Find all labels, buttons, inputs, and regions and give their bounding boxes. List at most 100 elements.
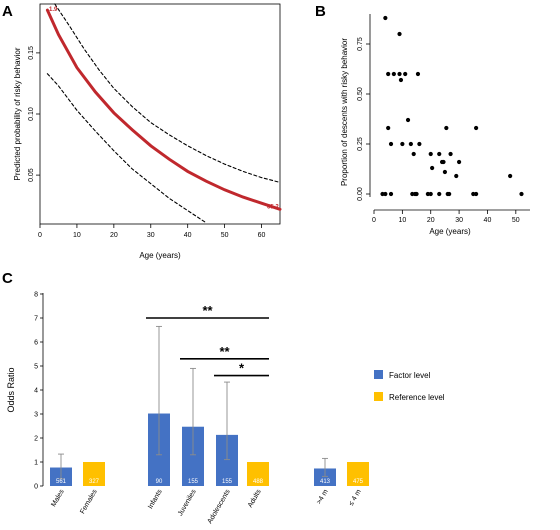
panel-c-bar [182, 426, 204, 486]
panel-b-point [383, 191, 388, 197]
panel-b-y-ticks: 0.00 0.25 0.50 0.75 [357, 37, 370, 201]
panel-b-point [414, 191, 419, 197]
panel-b-scatter-chart: B 0 10 20 30 40 50 0.00 0.25 0.50 0.75 Age (year… [315, 3, 530, 236]
panel-b-point [397, 31, 402, 37]
panel-c-label: C [2, 270, 13, 287]
panel-c-significance-label: ** [219, 344, 230, 359]
panel-c-bars: 561 Males 327 Females 90 Infants 155 Juveniles 1… [50, 325, 369, 525]
panel-a-y-tick-label: 0.15 [28, 46, 35, 60]
panel-a-x-tick-label: 40 [184, 232, 192, 239]
panel-c-y-tick-label: 7 [34, 316, 38, 323]
panel-c-bar-chart: C 0 1 2 3 4 5 6 7 8 561 Males 327 Females 90 Infants 1… [2, 270, 445, 525]
panel-b-point [444, 125, 449, 131]
panel-c-y-tick-label: 3 [34, 412, 38, 419]
panel-c-bar-count-label: 155 [222, 479, 233, 485]
panel-a-x-tick-label: 60 [258, 232, 266, 239]
panel-b-point [474, 191, 479, 197]
panel-b-point [437, 151, 442, 157]
panel-b-x-tick-label: 10 [398, 217, 406, 224]
panel-b-point [388, 191, 394, 197]
panel-b-point [519, 191, 524, 197]
panel-a-x-tick-label: 10 [73, 232, 81, 239]
panel-b-x-tick-label: 20 [427, 217, 435, 224]
panel-a-y-axis-label: Predicted probability of risky behavior [13, 47, 22, 180]
panel-c-y-tick-label: 6 [34, 340, 38, 347]
panel-c-legend-swatch [374, 370, 383, 379]
panel-a-y-tick-label: 0.10 [28, 107, 35, 121]
panel-a-x-tick-label: 20 [110, 232, 118, 239]
panel-b-point [430, 165, 435, 171]
panel-b-point [408, 141, 413, 147]
panel-c-y-tick-label: 5 [34, 364, 38, 371]
panel-a-x-tick-label: 50 [221, 232, 229, 239]
panel-b-axes [369, 14, 530, 211]
panel-b-point [442, 169, 448, 175]
panel-b-point [391, 71, 396, 77]
panel-c-legend-label: Factor level [389, 371, 431, 380]
panel-a-x-tick-label: 30 [147, 232, 155, 239]
panel-c-y-tick-label: 2 [34, 436, 38, 443]
panel-c-bar-count-label: 488 [253, 479, 264, 485]
panel-a-x-ticks: 0 10 20 30 40 50 60 [38, 224, 266, 239]
panel-b-x-tick-label: 50 [512, 217, 520, 224]
panel-c-bar [347, 462, 369, 486]
panel-c-significance-label: ** [202, 303, 213, 318]
panel-a-fit-line [45, 8, 282, 211]
panel-b-point [383, 15, 388, 21]
panel-c-bar [216, 434, 238, 486]
panel-b-point [386, 71, 391, 77]
panel-c-category-label: Adolescents [207, 488, 232, 525]
panel-b-point [447, 191, 452, 197]
panel-b-x-tick-label: 40 [484, 217, 492, 224]
panel-a-annotation: 1.9 [49, 7, 58, 13]
panel-b-label: B [315, 3, 326, 20]
panel-c-bar [247, 462, 269, 486]
panel-c-category-label: Juveniles [177, 488, 198, 517]
panel-c-bar-count-label: 155 [188, 479, 199, 485]
panel-b-y-axis-label: Proportion of descents with risky behavi… [340, 38, 349, 186]
panel-c-y-tick-label: 0 [34, 484, 38, 491]
panel-c-y-tick-label: 1 [34, 460, 38, 467]
panel-b-point [398, 77, 404, 83]
panel-b-point [400, 141, 405, 147]
panel-c-legend-swatch [374, 392, 383, 401]
panel-b-y-tick-label: 0.50 [357, 87, 364, 101]
panel-c-bar-count-label: 327 [89, 479, 100, 485]
panel-a-annotations: 1.9 65.2 [49, 7, 279, 210]
panel-b-y-tick-label: 0.00 [357, 187, 364, 201]
panel-b-point [403, 71, 408, 77]
panel-a-line-chart: A 0 10 20 30 40 50 60 0.05 0.10 0.15 1.9 65.2 Age… [2, 3, 282, 260]
panel-b-point [456, 159, 462, 165]
panel-b-y-tick-label: 0.75 [357, 37, 364, 51]
panel-c-bar [314, 468, 336, 486]
panel-b-point [411, 151, 416, 157]
panel-c-bar [83, 462, 105, 486]
panel-b-point [428, 151, 433, 157]
panel-a-x-axis-label: Age (years) [139, 251, 181, 260]
panel-c-legend: Factor level Reference level [374, 370, 445, 402]
panel-c-y-axis-label: Odds Ratio [6, 367, 16, 412]
panel-c-bar-count-label: 475 [353, 479, 364, 485]
panel-c-category-label: Females [79, 488, 99, 515]
panel-a-annotation: 65.2 [267, 204, 279, 210]
panel-c-category-label: Adults [247, 488, 263, 509]
panel-b-points [380, 15, 524, 197]
panel-c-significance: ***** [146, 303, 269, 377]
panel-c-y-tick-label: 4 [34, 388, 38, 395]
panel-b-point [415, 71, 421, 77]
panel-b-y-tick-label: 0.25 [357, 137, 364, 151]
panel-a-label: A [2, 3, 13, 20]
panel-b-point [474, 125, 479, 131]
panel-c-bar-count-label: 90 [156, 479, 163, 485]
panel-b-point [428, 191, 433, 197]
panel-c-category-label: >4 m [316, 488, 330, 505]
panel-b-x-axis-label: Age (years) [429, 227, 471, 236]
panel-c-y-tick-label: 8 [34, 292, 38, 299]
panel-c-bar-count-label: 413 [320, 479, 331, 485]
panel-b-point [386, 125, 391, 131]
panel-b-point [441, 159, 446, 165]
panel-b-point [437, 191, 442, 197]
panel-b-point [508, 173, 513, 179]
panel-c-category-label: Males [50, 488, 66, 508]
